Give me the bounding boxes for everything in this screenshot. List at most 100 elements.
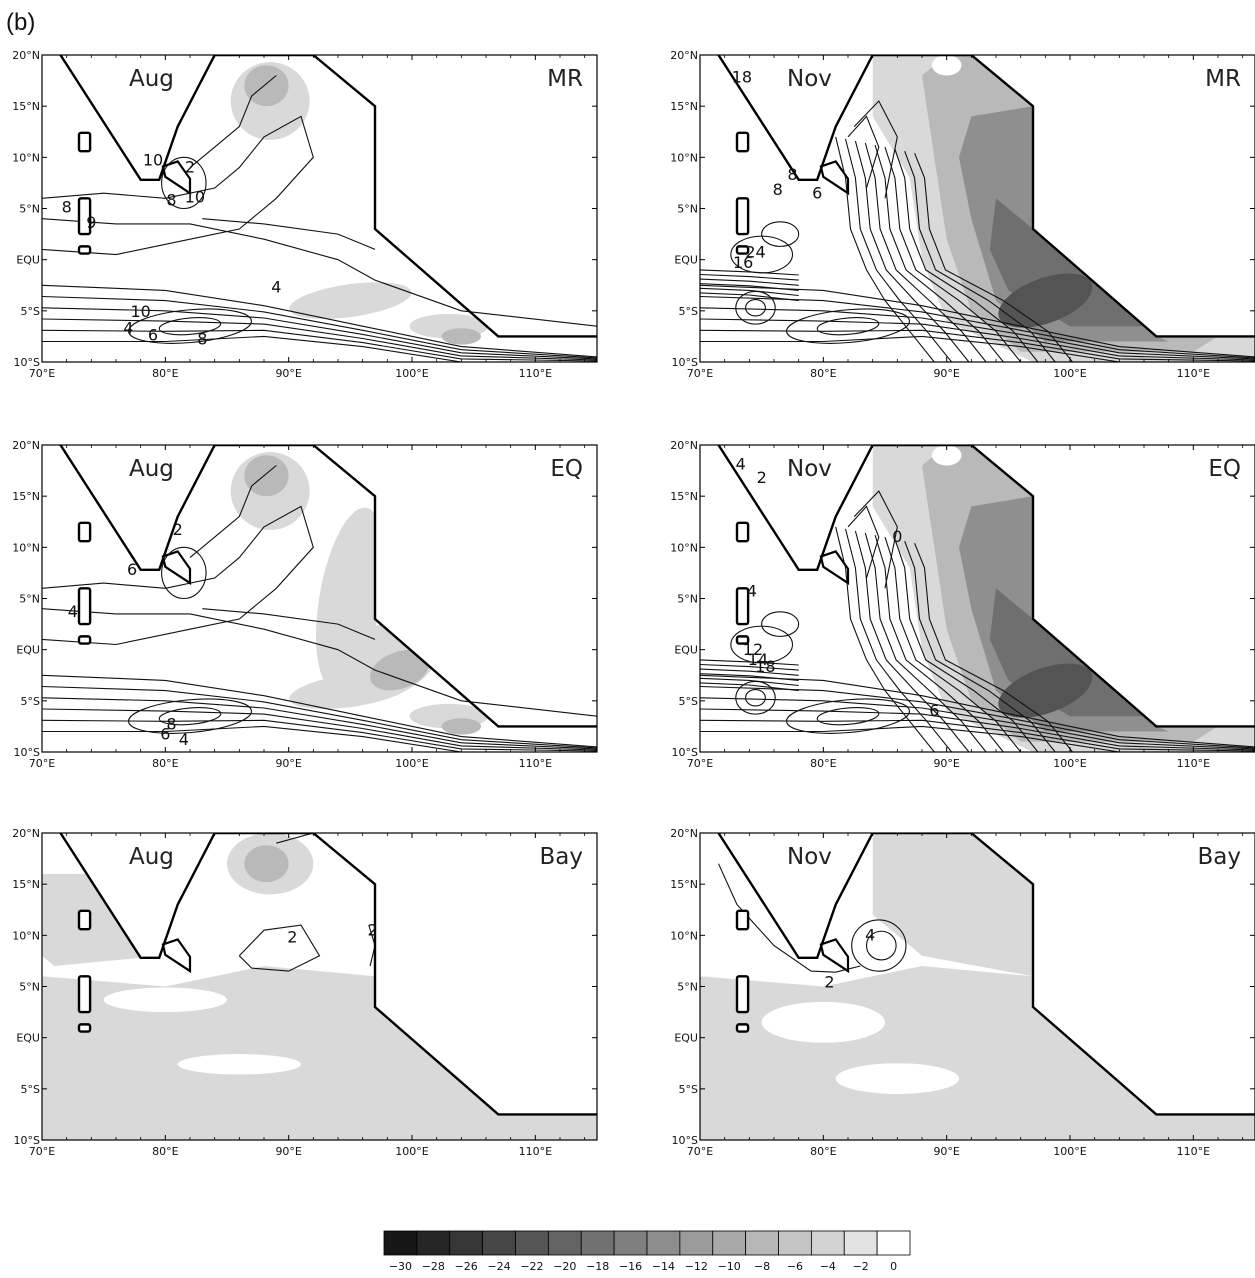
contour-label: 9 (86, 213, 96, 232)
panel-experiment-label: Bay (540, 844, 583, 870)
contour-line (700, 292, 799, 302)
contour-line (700, 273, 799, 281)
contour-lines (42, 75, 597, 362)
contour-lines (42, 465, 597, 752)
contour-label: 2 (173, 520, 183, 539)
y-tick-label: 5°N (677, 593, 698, 606)
contour-line (835, 136, 935, 362)
colorbar-swatch (745, 1230, 779, 1256)
island-outline (735, 521, 750, 543)
contour-label: 4 (68, 602, 78, 621)
contour-line (844, 528, 953, 752)
contour-label: 4 (271, 277, 281, 296)
y-tick-label: 15°N (670, 100, 698, 113)
contour-line (864, 142, 987, 362)
colorbar-swatch (383, 1230, 418, 1256)
y-tick-label: 10°N (670, 151, 698, 164)
y-tick-label: 5°N (19, 981, 40, 994)
contour-line (700, 295, 1255, 359)
colorbar-label: −26 (455, 1260, 478, 1273)
x-tick-label: 80°E (810, 1145, 836, 1158)
y-tick-label: 15°N (12, 100, 40, 113)
y-tick-label: 10°S (14, 356, 40, 369)
colorbar-swatch (712, 1230, 747, 1256)
island-outline (735, 197, 750, 236)
x-tick-label: 70°E (29, 367, 55, 380)
contour-line (189, 465, 277, 559)
contour-line (202, 608, 376, 640)
outside-domain-mask (971, 445, 1255, 727)
shading-core (998, 663, 1093, 718)
contour-line (42, 295, 597, 359)
y-tick-label: EQU (674, 254, 698, 267)
contour-line (914, 152, 1073, 362)
island-outline (77, 975, 92, 1014)
domain-boundary (717, 445, 1255, 728)
shading-blob (370, 649, 430, 691)
colorbar-label: −10 (718, 1260, 741, 1273)
y-tick-label: 20°N (12, 439, 40, 452)
contour-line (189, 75, 277, 169)
colorbar-swatch (580, 1230, 615, 1256)
colorbar-swatch (876, 1230, 911, 1256)
y-tick-label: 5°S (679, 305, 698, 318)
colorbar-swatch (646, 1230, 681, 1256)
shading-hole (103, 987, 227, 1013)
contour-line (894, 148, 1039, 362)
contour-line (864, 532, 987, 752)
outside-domain-mask (971, 55, 1255, 337)
x-tick-label: 90°E (275, 757, 301, 770)
colorbar-swatch (778, 1230, 812, 1256)
y-tick-label: 5°S (679, 695, 698, 708)
panel-experiment-label: MR (1205, 66, 1241, 92)
contour-label: 8 (787, 165, 797, 184)
y-tick-label: 20°N (12, 827, 40, 840)
shading-hole (177, 1054, 301, 1075)
contour-line (276, 833, 314, 844)
contour-line (128, 308, 252, 344)
contour-lines (700, 100, 1255, 362)
contour-label: 4 (736, 455, 746, 474)
contour-line (42, 218, 597, 327)
colorbar-swatch (843, 1230, 878, 1256)
contour-line (700, 329, 1255, 362)
y-tick-label: 10°N (670, 929, 698, 942)
domain-boundary (717, 833, 1255, 1116)
outside-domain-mask (313, 55, 597, 337)
y-tick-label: 20°N (12, 49, 40, 62)
y-tick-label: 5°S (679, 1083, 698, 1096)
x-tick-label: 90°E (933, 757, 959, 770)
contour-label: 8 (166, 190, 176, 209)
y-tick-label: 5°S (21, 695, 40, 708)
shading-hole (931, 445, 962, 466)
island-outline (735, 635, 750, 645)
x-tick-label: 110°E (1177, 1145, 1210, 1158)
map-panel: 4 2 Nov Bay 70°E 80°E 90°E 100°E 110°E 20°N 15°N 10… (670, 827, 1255, 1158)
contour-line (874, 144, 1004, 362)
y-tick-label: 20°N (670, 439, 698, 452)
island-outline (77, 1023, 92, 1033)
y-tick-label: 10°N (12, 929, 40, 942)
x-tick-label: 80°E (152, 1145, 178, 1158)
outside-domain-mask (971, 833, 1255, 1115)
contour-line (914, 542, 1073, 752)
contour-label: 2 (367, 920, 377, 939)
contour-line (700, 269, 799, 276)
x-tick-label: 110°E (1177, 757, 1210, 770)
y-tick-label: 5°N (19, 203, 40, 216)
contour-line (700, 677, 799, 687)
contour-label: 4 (123, 318, 133, 337)
contour-line (853, 490, 898, 589)
contour-line (854, 530, 970, 752)
contour-line (42, 608, 597, 717)
x-tick-label: 70°E (687, 757, 713, 770)
colorbar-label: −2 (853, 1260, 869, 1273)
panel-month-label: Nov (787, 456, 832, 482)
colorbar-label: −6 (787, 1260, 803, 1273)
land-mask (718, 55, 873, 180)
colorbar-swatch (613, 1230, 648, 1256)
domain-boundary (59, 445, 597, 728)
contour-line (786, 698, 910, 734)
outside-domain-mask (313, 833, 597, 1115)
